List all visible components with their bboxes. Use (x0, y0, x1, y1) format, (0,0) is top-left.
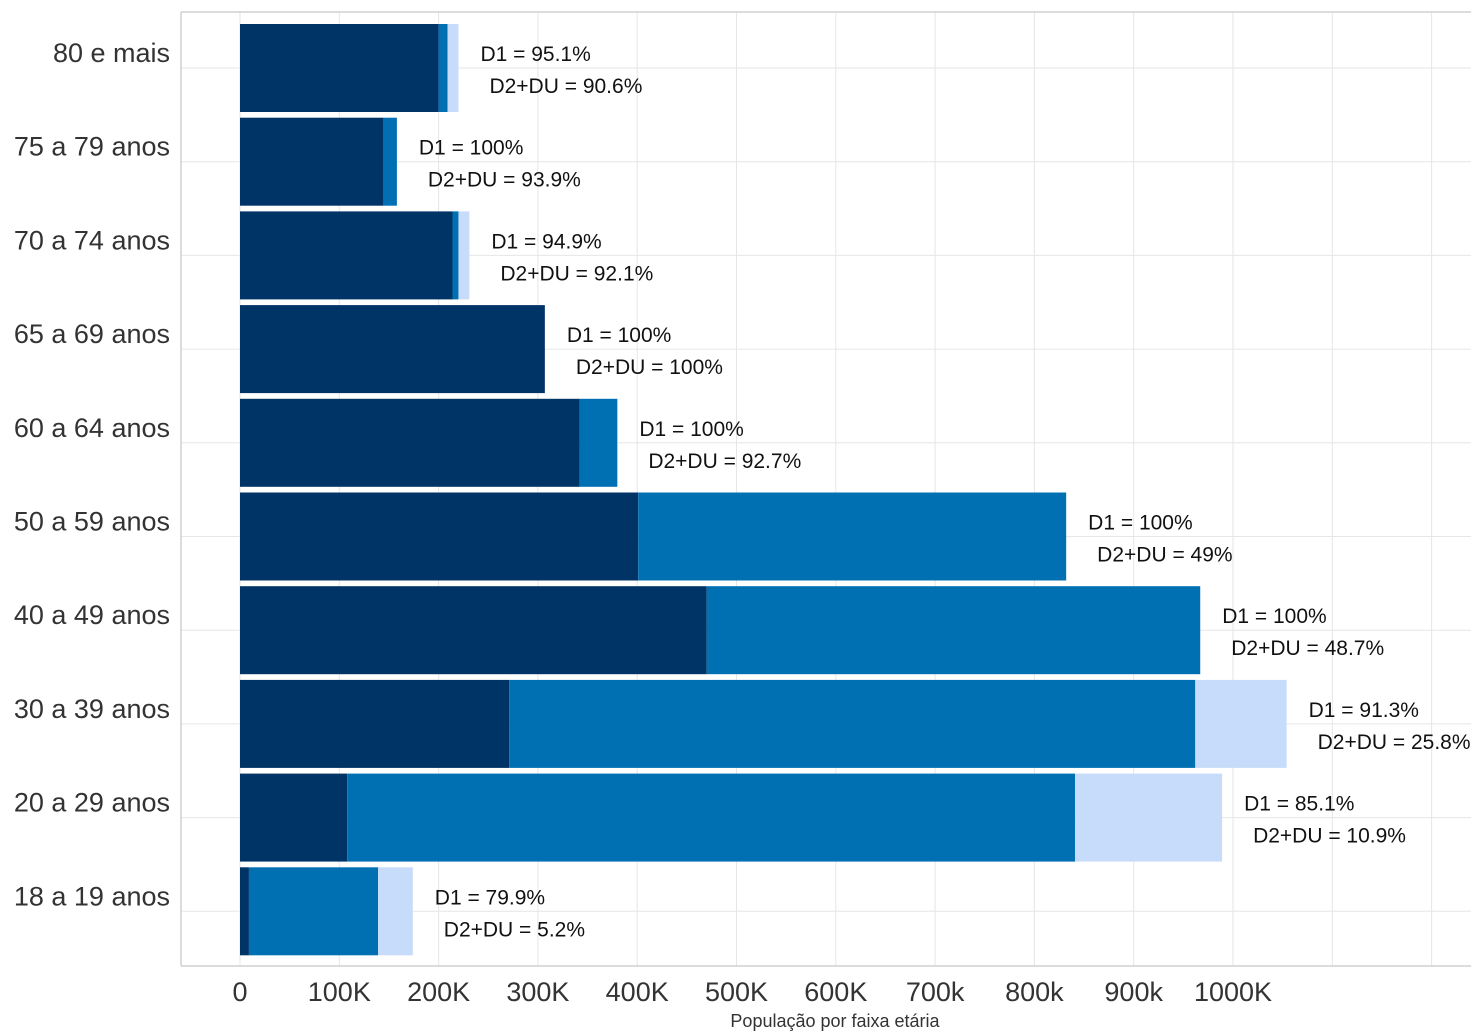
bar-segment (240, 117, 383, 206)
category-label: 20 a 29 anos (14, 788, 170, 818)
x-tick-label: 600K (804, 977, 867, 1007)
bar-segment (438, 24, 448, 112)
x-tick-label: 300K (506, 977, 569, 1007)
annotation-d1: D1 = 100% (1088, 512, 1193, 535)
x-axis-label: População por faixa etária (730, 1011, 940, 1031)
bar-segment (458, 211, 470, 300)
annotation-d2-du: D2+DU = 5.2% (444, 918, 585, 941)
bar-segment (706, 586, 1201, 675)
annotation-d2-du: D2+DU = 49% (1097, 544, 1232, 567)
category-labels: 80 e mais 75 a 79 anos 70 a 74 anos 65 a 69… (14, 38, 170, 911)
grid-lines (181, 12, 1471, 966)
bar-segment (240, 305, 545, 394)
category-label: 60 a 64 anos (14, 413, 170, 443)
annotation-d2-du: D2+DU = 25.8% (1318, 731, 1471, 754)
x-tick-label: 900k (1104, 977, 1163, 1007)
x-tick-label: 400K (606, 977, 669, 1007)
bar-segment (1075, 773, 1223, 862)
category-label: 70 a 74 anos (14, 225, 170, 255)
bar-segment (248, 867, 379, 956)
x-axis-ticks: 0 100K 200K 300K 400K 500K 600K 700k 800k 900k 100… (232, 977, 1272, 1007)
category-label: 30 a 39 anos (14, 694, 170, 724)
x-tick-label: 1000K (1194, 977, 1272, 1007)
x-tick-label: 200K (407, 977, 470, 1007)
bar-segment (1195, 679, 1287, 768)
bar-segment (347, 773, 1076, 862)
category-label: 80 e mais (53, 38, 170, 68)
annotation-d1: D1 = 85.1% (1244, 793, 1354, 816)
bar-segment (638, 492, 1067, 581)
x-tick-label: 700k (906, 977, 965, 1007)
x-tick-label: 0 (232, 977, 247, 1007)
x-tick-label: 500K (705, 977, 768, 1007)
bars (240, 24, 1287, 956)
annotation-d2-du: D2+DU = 100% (576, 356, 723, 379)
bar-segment (240, 773, 348, 862)
bar-segment (378, 867, 413, 956)
x-tick-label: 800k (1005, 977, 1064, 1007)
bar-segment (452, 211, 459, 300)
bar-segment (240, 492, 639, 581)
category-label: 50 a 59 anos (14, 507, 170, 537)
bar-segment (447, 24, 459, 112)
bar-segment (240, 24, 439, 112)
annotation-d2-du: D2+DU = 93.9% (428, 169, 581, 192)
annotation-d1: D1 = 100% (639, 418, 744, 441)
annotation-d2-du: D2+DU = 90.6% (489, 75, 642, 98)
annotation-d1: D1 = 100% (419, 137, 524, 160)
bar-annotations: D1 = 95.1% D2+DU = 90.6% D1 = 100% D2+DU = … (419, 43, 1471, 941)
annotation-d1: D1 = 94.9% (491, 230, 601, 253)
bar-segment (579, 398, 618, 487)
bar-segment (240, 211, 453, 300)
bar-segment (509, 679, 1196, 768)
bar-segment (240, 398, 580, 487)
bar-segment (240, 586, 707, 675)
bar-segment (240, 679, 510, 768)
annotation-d2-du: D2+DU = 48.7% (1231, 637, 1384, 660)
category-label: 65 a 69 anos (14, 319, 170, 349)
x-tick-label: 100K (308, 977, 371, 1007)
bar-segment (240, 867, 249, 956)
annotation-d2-du: D2+DU = 92.1% (500, 262, 653, 285)
annotation-d1: D1 = 100% (567, 324, 672, 347)
category-label: 40 a 49 anos (14, 600, 170, 630)
category-label: 75 a 79 anos (14, 132, 170, 162)
annotation-d2-du: D2+DU = 10.9% (1253, 825, 1406, 848)
annotation-d2-du: D2+DU = 92.7% (648, 450, 801, 473)
bar-segment (382, 117, 397, 206)
annotation-d1: D1 = 95.1% (480, 43, 590, 66)
category-label: 18 a 19 anos (14, 881, 170, 911)
annotation-d1: D1 = 79.9% (435, 886, 545, 909)
annotation-d1: D1 = 100% (1222, 605, 1327, 628)
annotation-d1: D1 = 91.3% (1309, 699, 1419, 722)
plot-frame (180, 11, 1471, 967)
